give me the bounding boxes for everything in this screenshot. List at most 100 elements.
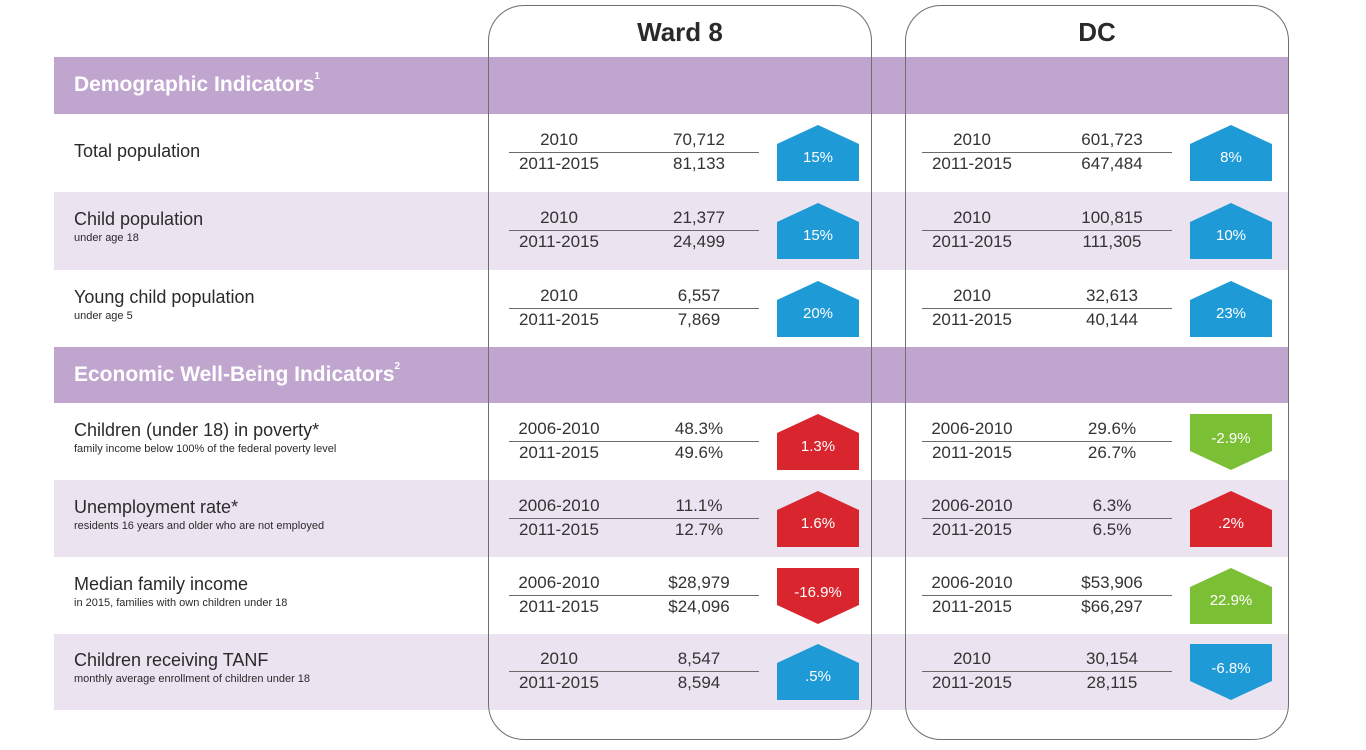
indicator-value: 29.6% [1087, 419, 1137, 438]
indicator-description: family income below 100% of the federal … [74, 443, 337, 455]
indicator-value: 6.5% [1092, 520, 1132, 539]
divider-line [509, 152, 759, 153]
dc-values: 2010 2011-2015 32,613 40,144 [922, 286, 1172, 332]
indicator-row: Children receiving TANF monthly average e… [54, 634, 1288, 710]
time-period: 2006-2010 [931, 496, 1013, 515]
divider-line [509, 308, 759, 309]
divider-line [509, 230, 759, 231]
time-period: 2011-2015 [931, 673, 1013, 692]
indicator-value: 48.3% [674, 419, 724, 438]
change-arrow-down-icon: -16.9% [777, 568, 859, 624]
section-title: Demographic Indicators1 [74, 71, 320, 97]
divider-line [509, 595, 759, 596]
row-label: Unemployment rate* residents 16 years and… [74, 497, 324, 532]
indicator-value: 111,305 [1082, 232, 1142, 251]
ward8-values: 2010 2011-2015 6,557 7,869 [509, 286, 759, 332]
change-arrow-up-icon: 22.9% [1190, 568, 1272, 624]
change-percent: 20% [802, 304, 834, 322]
indicator-description: under age 5 [74, 310, 133, 322]
dc-values: 2006-2010 2011-2015 $53,906 $66,297 [922, 573, 1172, 619]
indicator-row: Young child population under age 5 2010 201… [54, 270, 1288, 347]
change-percent: 15% [802, 148, 834, 166]
change-percent: 22.9% [1209, 591, 1253, 609]
indicator-value: 49.6% [674, 443, 724, 462]
indicator-value: 100,815 [1081, 208, 1143, 227]
indicator-value: 8,547 [677, 649, 721, 668]
change-arrow-down-icon: -2.9% [1190, 414, 1272, 470]
change-arrow-up-icon: .2% [1190, 491, 1272, 547]
change-arrow-up-icon: 1.3% [777, 414, 859, 470]
dc-values: 2010 2011-2015 601,723 647,484 [922, 130, 1172, 176]
indicator-value: $66,297 [1081, 597, 1143, 616]
time-period: 2011-2015 [518, 520, 600, 539]
time-period: 2011-2015 [518, 310, 600, 329]
indicator-description: in 2015, families with own children unde… [74, 597, 288, 609]
indicator-value: 26.7% [1087, 443, 1137, 462]
indicator-value: 32,613 [1086, 286, 1138, 305]
indicator-value: 7,869 [677, 310, 721, 329]
change-arrow-up-icon: 8% [1190, 125, 1272, 181]
ward8-values: 2010 2011-2015 21,377 24,499 [509, 208, 759, 254]
row-label: Total population [74, 141, 200, 162]
change-arrow-up-icon: 23% [1190, 281, 1272, 337]
indicator-row: Child population under age 18 2010 2011-201… [54, 192, 1288, 270]
time-period: 2010 [540, 286, 578, 305]
indicator-name: Young child population [74, 287, 255, 307]
indicator-description: monthly average enrollment of children u… [74, 673, 311, 685]
indicator-name: Median family income [74, 574, 249, 594]
indicator-value: $53,906 [1081, 573, 1143, 592]
change-percent: 8% [1220, 148, 1242, 166]
change-percent: -16.9% [794, 583, 842, 601]
time-period: 2006-2010 [931, 419, 1013, 438]
indicator-value: 11.1% [675, 496, 723, 515]
indicator-name: Unemployment rate* [74, 497, 239, 517]
section-title-text: Demographic Indicators [74, 73, 315, 96]
indicator-name: Children (under 18) in poverty* [74, 420, 320, 440]
time-period: 2011-2015 [931, 520, 1013, 539]
change-percent: -2.9% [1211, 429, 1251, 447]
indicator-value: $28,979 [668, 573, 730, 592]
time-period: 2006-2010 [518, 496, 600, 515]
ward8-values: 2006-2010 2011-2015 11.1% 12.7% [509, 496, 759, 542]
section-title-text: Economic Well-Being Indicators [74, 363, 395, 386]
ward8-column-title: Ward 8 [637, 17, 723, 47]
time-period: 2006-2010 [518, 419, 600, 438]
row-label: Child population under age 18 [74, 209, 203, 244]
change-percent: -6.8% [1211, 659, 1251, 677]
change-percent: 1.3% [800, 437, 836, 455]
indicator-value: 30,154 [1086, 649, 1138, 668]
indicator-description: residents 16 years and older who are not… [74, 520, 325, 532]
dc-values: 2006-2010 2011-2015 6.3% 6.5% [922, 496, 1172, 542]
indicator-description: under age 18 [74, 232, 139, 244]
indicator-value: 6.3% [1092, 496, 1132, 515]
indicator-row: Unemployment rate* residents 16 years and… [54, 480, 1288, 557]
change-arrow-up-icon: 1.6% [777, 491, 859, 547]
time-period: 2011-2015 [931, 443, 1013, 462]
indicator-value: 24,499 [673, 232, 725, 251]
divider-line [922, 518, 1172, 519]
dc-values: 2010 2011-2015 100,815 111,305 [922, 208, 1172, 254]
indicator-name: Child population [74, 209, 204, 229]
time-period: 2011-2015 [931, 597, 1013, 616]
ward8-values: 2006-2010 2011-2015 48.3% 49.6% [509, 419, 759, 465]
ward8-values: 2010 2011-2015 70,712 81,133 [509, 130, 759, 176]
indicator-name: Children receiving TANF [74, 650, 269, 670]
divider-line [922, 308, 1172, 309]
dc-values: 2006-2010 2011-2015 29.6% 26.7% [922, 419, 1172, 465]
change-arrow-up-icon: .5% [777, 644, 859, 700]
indicator-value: 40,144 [1086, 310, 1138, 329]
time-period: 2011-2015 [518, 673, 600, 692]
change-arrow-up-icon: 15% [777, 203, 859, 259]
divider-line [509, 441, 759, 442]
time-period: 2010 [540, 130, 578, 149]
change-arrow-down-icon: -6.8% [1190, 644, 1272, 700]
indicator-row: Median family income in 2015, families wi… [54, 557, 1288, 634]
indicator-value: 8,594 [677, 673, 721, 692]
indicator-value: 81,133 [673, 154, 725, 173]
row-label: Young child population under age 5 [74, 287, 255, 322]
change-percent: .2% [1218, 514, 1244, 532]
indicator-value: 21,377 [673, 208, 725, 227]
section-title: Economic Well-Being Indicators2 [74, 361, 400, 387]
change-arrow-up-icon: 15% [777, 125, 859, 181]
time-period: 2010 [540, 208, 578, 227]
